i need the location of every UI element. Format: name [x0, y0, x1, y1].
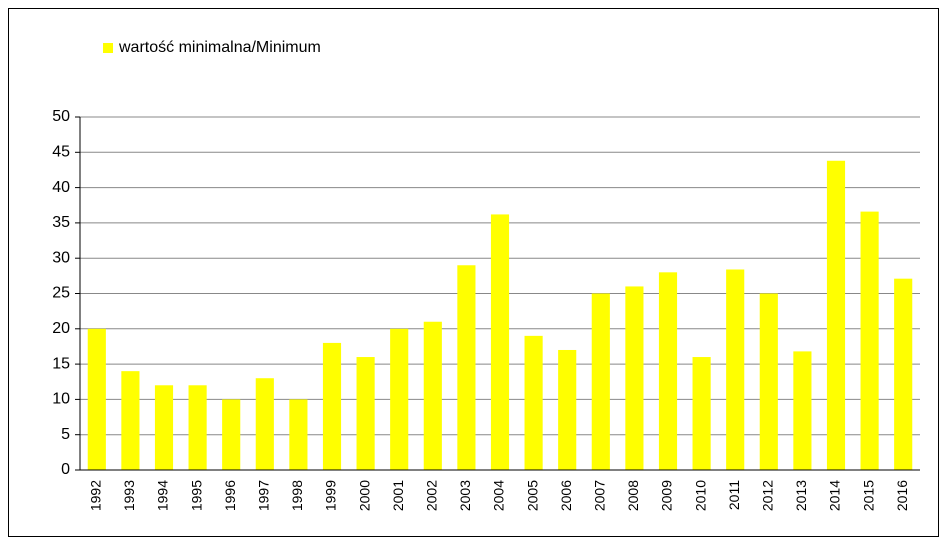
x-tick-label: 2011: [726, 480, 742, 510]
x-tick-label: 1999: [323, 480, 339, 511]
bar: [289, 399, 308, 470]
bar: [390, 328, 409, 470]
x-tick-label: 2007: [592, 480, 608, 511]
bar: [356, 357, 375, 470]
y-tick-label: 35: [52, 214, 70, 231]
x-tick-label: 1993: [121, 480, 137, 511]
bar: [524, 335, 543, 470]
bar: [457, 265, 476, 470]
x-tick-label: 1995: [188, 480, 204, 511]
bar: [894, 278, 913, 470]
y-tick-label: 25: [52, 285, 70, 302]
x-tick-label: 2002: [424, 480, 440, 511]
y-tick-label: 10: [52, 391, 70, 408]
x-tick-label: 2008: [625, 480, 641, 511]
x-tick-label: 2009: [659, 480, 675, 511]
bar: [87, 328, 106, 470]
y-tick-label: 15: [52, 355, 70, 372]
x-tick-label: 2003: [457, 480, 473, 511]
x-tick-label: 1998: [289, 480, 305, 511]
x-tick-label: 1994: [155, 480, 171, 511]
bar: [658, 272, 678, 470]
x-tick-label: 2013: [793, 480, 809, 511]
bar: [222, 399, 241, 470]
x-tick-label: 2005: [524, 480, 540, 511]
bar: [591, 293, 610, 470]
bar: [423, 321, 442, 470]
bar: [322, 342, 342, 470]
bar: [625, 286, 644, 470]
bar: [759, 293, 778, 470]
bar: [558, 349, 577, 470]
y-tick-label: 50: [52, 108, 70, 125]
x-tick-label: 2010: [692, 480, 708, 511]
x-tick-label: 1997: [256, 480, 272, 511]
x-tick-label: 2000: [356, 480, 372, 511]
x-tick-label: 2016: [894, 480, 910, 511]
bar: [490, 214, 510, 470]
y-tick-label: 20: [52, 320, 70, 337]
x-tick-label: 2012: [760, 480, 776, 511]
y-tick-label: 0: [61, 461, 70, 478]
x-tick-label: 2014: [827, 480, 843, 511]
bar: [860, 211, 879, 470]
x-tick-label: 2015: [860, 480, 876, 511]
x-tick-label: 2001: [390, 480, 406, 511]
bar: [692, 357, 711, 470]
bar: [255, 378, 274, 470]
y-tick-label: 5: [61, 426, 70, 443]
chart-frame: [8, 8, 939, 537]
x-tick-label: 2004: [491, 480, 507, 511]
legend-label: wartość minimalna/Minimum: [118, 39, 321, 56]
y-tick-label: 45: [52, 144, 70, 161]
bar: [793, 351, 812, 470]
y-tick-label: 40: [52, 179, 70, 196]
y-tick-label: 30: [52, 249, 70, 266]
x-tick-label: 1992: [88, 480, 104, 511]
bar: [121, 371, 140, 470]
bar: [826, 160, 846, 470]
x-tick-label: 2006: [558, 480, 574, 511]
bar: [726, 269, 745, 470]
bar: [188, 385, 207, 470]
bar: [154, 385, 174, 470]
legend-swatch: [103, 43, 113, 53]
x-tick-label: 1996: [222, 480, 238, 511]
